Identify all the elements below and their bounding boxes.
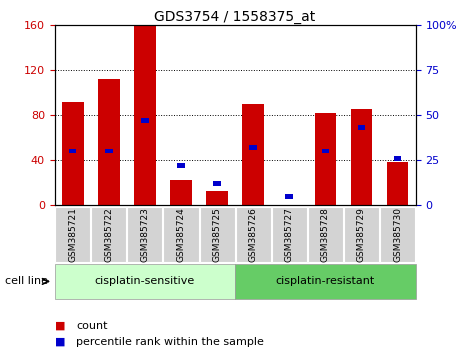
Text: ■: ■ bbox=[55, 337, 65, 347]
Text: GSM385723: GSM385723 bbox=[141, 207, 149, 262]
Text: GSM385729: GSM385729 bbox=[357, 207, 366, 262]
Text: count: count bbox=[76, 321, 107, 331]
Bar bbox=[351, 109, 372, 205]
Text: GSM385727: GSM385727 bbox=[285, 207, 294, 262]
Bar bbox=[69, 149, 76, 153]
Text: GSM385721: GSM385721 bbox=[68, 207, 77, 262]
Text: cell line: cell line bbox=[5, 276, 48, 286]
Text: GSM385726: GSM385726 bbox=[249, 207, 257, 262]
Bar bbox=[322, 149, 329, 153]
Bar bbox=[358, 125, 365, 130]
Text: GSM385730: GSM385730 bbox=[393, 207, 402, 262]
Bar bbox=[134, 25, 156, 205]
Text: GSM385725: GSM385725 bbox=[213, 207, 221, 262]
Text: GSM385722: GSM385722 bbox=[104, 207, 113, 262]
Text: cisplatin-resistant: cisplatin-resistant bbox=[276, 276, 375, 286]
Bar bbox=[249, 145, 257, 150]
Bar bbox=[242, 104, 264, 205]
Bar bbox=[170, 181, 192, 205]
Text: GSM385728: GSM385728 bbox=[321, 207, 330, 262]
Bar bbox=[314, 113, 336, 205]
Text: cisplatin-sensitive: cisplatin-sensitive bbox=[95, 276, 195, 286]
Bar bbox=[98, 79, 120, 205]
Text: GSM385724: GSM385724 bbox=[177, 207, 185, 262]
Bar bbox=[213, 181, 221, 186]
Bar bbox=[206, 191, 228, 205]
Text: percentile rank within the sample: percentile rank within the sample bbox=[76, 337, 264, 347]
Bar bbox=[387, 162, 408, 205]
Bar bbox=[62, 102, 84, 205]
Bar bbox=[105, 149, 113, 153]
Bar bbox=[394, 156, 401, 161]
Title: GDS3754 / 1558375_at: GDS3754 / 1558375_at bbox=[154, 10, 316, 24]
Bar bbox=[141, 118, 149, 123]
Text: ■: ■ bbox=[55, 321, 65, 331]
Bar bbox=[177, 163, 185, 168]
Bar bbox=[285, 194, 293, 199]
